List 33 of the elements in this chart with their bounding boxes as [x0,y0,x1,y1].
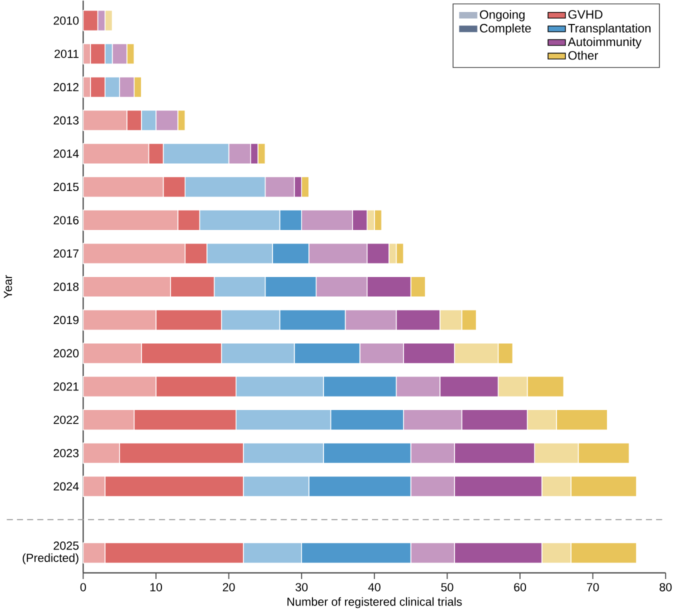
legend-label: Transplantation [568,24,650,35]
y-axis-title: Year [4,275,12,298]
x-tick-label: 0 [80,583,86,592]
y-tick-label: 2020 [54,349,79,358]
x-axis-title: Number of registered clinical trials [288,597,462,608]
x-tick-label: 70 [586,583,599,592]
x-tick-label: 10 [150,583,162,592]
x-tick-label: 30 [296,583,308,592]
x-tick-label: 50 [441,583,454,592]
y-tick-label: 2016 [54,216,79,224]
x-tick-label: 80 [660,583,672,592]
y-tick-label: 2013 [54,116,79,124]
y-tick-label: 2019 [54,316,79,324]
y-tick-label: 2011 [54,50,79,58]
x-tick-label: 60 [514,583,526,592]
x-tick-label: 20 [222,583,235,592]
y-tick-label: 2024 [54,482,79,490]
annotation: Complete [480,24,531,35]
y-tick-label: 2014 [54,150,79,158]
legend-label: Other [568,50,598,60]
y-tick-label: 2023 [54,448,79,458]
y-tick-label: 2010 [54,16,79,25]
y-tick-label: 2018 [54,282,79,291]
y-tick-label: 2021 [54,382,79,391]
y-tick-label: 2015 [54,182,79,192]
y-tick-label: 2017 [54,249,78,258]
y-tick-label: 2022 [54,416,78,424]
x-tick-label: 40 [368,583,380,592]
y-tick-label: 2025 (Predicted) [22,542,79,564]
annotation: Ongoing [480,10,525,22]
legend-label: Autoimmunity [568,37,642,49]
legend-label: GVHD [568,10,602,19]
y-tick-label: 2012 [54,82,78,92]
